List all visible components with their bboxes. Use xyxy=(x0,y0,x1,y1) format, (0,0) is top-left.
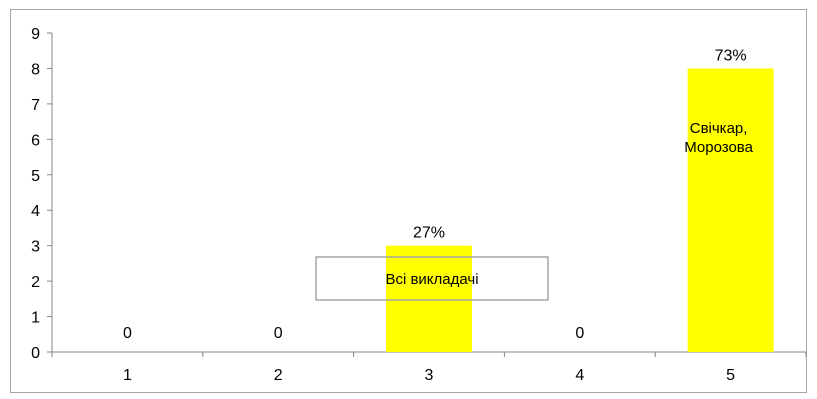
y-tick-label: 6 xyxy=(31,132,40,149)
x-tick-label: 5 xyxy=(726,367,735,384)
y-tick-label: 9 xyxy=(31,26,40,43)
bar xyxy=(386,245,472,352)
y-tick-label: 3 xyxy=(31,239,40,256)
y-tick-label: 5 xyxy=(31,168,40,185)
data-label: 73% xyxy=(715,47,747,64)
annotation-text: Свічкар, Морозова xyxy=(684,120,753,156)
y-tick-label: 7 xyxy=(31,97,40,114)
y-tick-label: 1 xyxy=(31,310,40,327)
bar xyxy=(687,68,774,352)
annotation-text: Всі викладачі xyxy=(385,271,478,288)
data-label: 0 xyxy=(274,325,283,342)
data-label: 27% xyxy=(413,225,445,242)
annotation-line: Морозова xyxy=(684,139,753,156)
x-tick-label: 3 xyxy=(425,367,434,384)
annotation-line: Свічкар, xyxy=(690,120,748,137)
x-tick-label: 2 xyxy=(274,367,283,384)
x-tick-label: 4 xyxy=(575,367,584,384)
data-label: 0 xyxy=(575,325,584,342)
data-label: 0 xyxy=(123,325,132,342)
y-tick-label: 0 xyxy=(31,345,40,362)
y-tick-label: 4 xyxy=(31,203,40,220)
y-tick-label: 2 xyxy=(31,274,40,291)
x-tick-label: 1 xyxy=(123,367,132,384)
annotation-box xyxy=(315,256,549,301)
y-tick-label: 8 xyxy=(31,61,40,78)
